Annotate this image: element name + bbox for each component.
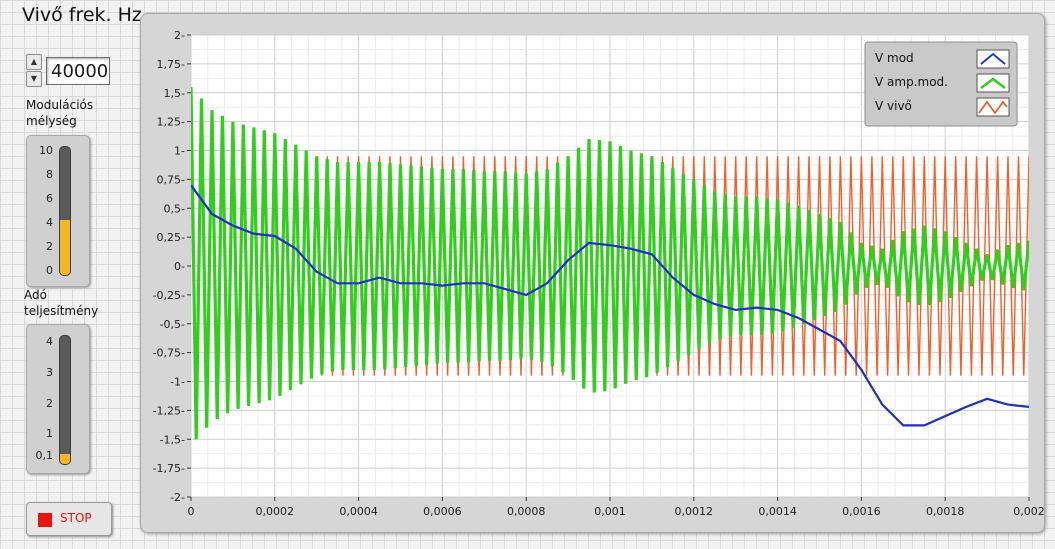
y-tick-label: 1- — [174, 145, 185, 158]
legend-swatch — [976, 49, 1010, 69]
modulation-depth-label-line2: mélység — [26, 114, 77, 128]
mod-tick-8: 8 — [46, 168, 53, 181]
stop-button[interactable]: STOP — [26, 502, 112, 536]
modulation-depth-track[interactable] — [59, 146, 71, 276]
modulation-depth-label-line1: Modulációs — [26, 98, 94, 112]
y-tick-label: -0,75- — [153, 347, 185, 360]
pwr-tick-0-1: 0,1 — [35, 449, 54, 462]
x-tick-label: 0,0004 — [339, 505, 378, 518]
y-tick-label: -0,5- — [160, 318, 185, 331]
x-tick-label: 0,0002 — [256, 505, 294, 518]
legend-swatch-line — [978, 100, 1008, 115]
legend-label: V amp.mod. — [875, 75, 948, 89]
legend-swatch-line — [980, 77, 1006, 90]
transmitter-power-label: Adó teljesítmény — [24, 287, 98, 319]
transmitter-power-slider[interactable]: 4 3 2 1 0,1 — [26, 324, 90, 474]
pwr-tick-4: 4 — [46, 335, 53, 348]
legend-swatch — [976, 97, 1010, 117]
y-tick-label: 2- — [174, 29, 185, 42]
y-tick-label: 0- — [174, 260, 185, 273]
x-tick-label: 0,0018 — [926, 505, 965, 518]
y-tick-label: 0,75- — [157, 173, 185, 186]
carrier-freq-input[interactable]: 40000 — [46, 57, 110, 85]
decrement-arrow-icon[interactable]: ▼ — [26, 71, 42, 87]
y-tick-label: -1,25- — [153, 404, 185, 417]
freq-spinner[interactable]: ▲ ▼ — [26, 54, 42, 87]
legend-label: V mod — [875, 51, 914, 65]
x-tick-label: 0,002 — [1013, 505, 1044, 518]
transmitter-power-label-line1: Adó — [24, 288, 47, 302]
legend-label: V vivő — [875, 99, 912, 113]
y-tick-label: -0,25- — [153, 289, 185, 302]
y-tick-label: 1,25- — [157, 116, 185, 129]
modulation-depth-slider[interactable]: 10 8 6 4 2 0 — [26, 135, 90, 287]
x-tick-label: 0,0012 — [675, 505, 714, 518]
pwr-tick-1: 1 — [46, 427, 53, 440]
y-tick-label: -2- — [170, 491, 185, 504]
mod-tick-10: 10 — [39, 144, 53, 157]
x-tick-label: 0,0008 — [507, 505, 546, 518]
y-tick-label: 0,5- — [164, 202, 185, 215]
y-tick-label: 0,25- — [157, 231, 185, 244]
transmitter-power-track[interactable] — [59, 335, 71, 465]
mod-tick-2: 2 — [46, 240, 53, 253]
legend-swatch — [976, 73, 1010, 93]
y-tick-label: 1,75- — [157, 58, 185, 71]
increment-arrow-icon[interactable]: ▲ — [26, 54, 42, 70]
x-tick-label: 0 — [188, 505, 195, 518]
y-tick-label: -1,5- — [160, 433, 185, 446]
y-tick-label: 1,5- — [164, 87, 185, 100]
x-tick-label: 0,0016 — [842, 505, 881, 518]
x-tick-label: 0,0014 — [758, 505, 797, 518]
mod-tick-4: 4 — [46, 216, 53, 229]
legend-swatch-line — [980, 52, 1006, 65]
carrier-freq-label: Vivő frek. Hz — [22, 4, 142, 26]
modulation-depth-fill — [60, 219, 70, 275]
stop-button-label: STOP — [60, 511, 92, 525]
x-tick-label: 0,001 — [594, 505, 626, 518]
waveform-chart-svg: 2- 1,75- 1,5- 1,25- 1- 0,75- 0,5- 0,25- 0- -0,25-… — [153, 29, 1044, 518]
x-tick-label: 0,0006 — [423, 505, 462, 518]
series-v-amp-mod-line — [191, 86, 1029, 440]
y-tick-label: -1- — [170, 376, 185, 389]
stop-icon — [38, 513, 52, 527]
modulation-depth-label: Modulációs mélység — [26, 97, 93, 129]
series-v-mod-line — [191, 184, 1029, 427]
mod-tick-0: 0 — [46, 264, 53, 277]
transmitter-power-fill — [60, 453, 70, 464]
mod-tick-6: 6 — [46, 192, 53, 205]
pwr-tick-2: 2 — [46, 397, 53, 410]
pwr-tick-3: 3 — [46, 366, 53, 379]
transmitter-power-label-line2: teljesítmény — [24, 304, 99, 318]
y-tick-label: -1,75- — [153, 462, 185, 475]
waveform-chart: 2- 1,75- 1,5- 1,25- 1- 0,75- 0,5- 0,25- 0- -0,25-… — [140, 13, 1045, 533]
